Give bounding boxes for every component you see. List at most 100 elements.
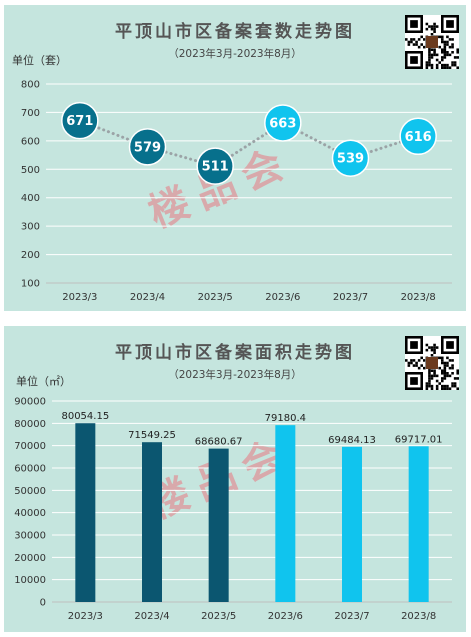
qr-module [448,53,452,57]
qr-module [405,359,408,362]
qr-module [446,63,449,67]
qr-module [446,387,449,390]
qr-module [428,377,431,380]
qr-module [448,374,452,378]
line-chart: 100 200 300 400 500 600 700 800 671 2023/3 579 2023… [21,80,452,303]
qr-module [446,374,449,378]
qr-module [423,359,426,362]
qr-module [433,22,436,26]
qr-module [428,346,431,349]
qr-module [407,361,411,365]
qr-module [410,38,413,41]
qr-module [420,356,423,360]
qr-module [451,366,454,370]
qr-module [430,387,434,390]
qr-code-pattern [405,336,459,390]
qr-module [441,56,444,59]
qr-module [412,359,416,362]
qr-module [443,377,447,380]
x-tick-label: 2023/5 [198,292,233,303]
qr-module [438,61,441,64]
bar [408,446,429,602]
x-tick-label: 2023/3 [62,292,97,303]
qr-module [435,58,439,62]
qr-module [443,366,447,370]
qr-module [433,369,436,372]
x-tick-label: 2023/6 [268,611,303,622]
data-point-marker [128,128,167,166]
qr-module [456,369,459,372]
y-tick-label: 800 [21,80,40,91]
qr-module [443,51,447,54]
qr-module [441,38,444,41]
qr-module [425,343,429,347]
qr-module [441,58,444,62]
qr-module [448,366,452,370]
qr-module [425,66,429,69]
data-label: 69484.13 [328,435,376,446]
qr-module [425,384,429,388]
qr-module [433,343,436,347]
qr-module [456,48,459,51]
y-tick-label: 700 [21,108,40,119]
x-tick-label: 2023/8 [401,292,436,303]
qr-module [425,61,429,64]
y-tick-label: 90000 [14,397,46,408]
qr-module [435,387,439,390]
qr-finder [410,56,418,64]
qr-module [443,369,447,372]
qr-module [435,379,439,383]
qr-module [425,348,429,352]
qr-center-logo [426,357,438,369]
data-label: 663 [269,116,296,131]
qr-module [428,382,431,385]
qr-module [453,56,457,59]
qr-module [441,63,444,67]
qr-module [446,35,449,39]
qr-module [435,346,439,349]
y-tick-label: 80000 [14,419,46,430]
qr-module [443,63,447,67]
y-tick-label: 500 [21,165,40,176]
qr-module [430,374,434,378]
qr-module [438,382,441,385]
qr-module [428,374,431,378]
qr-module [433,351,436,354]
data-label: 671 [66,114,93,129]
qr-module [456,56,459,59]
y-tick-label: 0 [40,598,46,609]
qr-module [423,38,426,41]
qr-module [428,53,431,57]
qr-module [441,387,444,390]
qr-module [446,361,449,365]
qr-module [433,27,436,31]
y-tick-label: 100 [21,279,40,290]
data-point-marker [61,101,99,140]
qr-module [407,364,411,367]
qr-module [438,45,441,49]
qr-module [448,387,452,390]
qr-module [448,359,452,362]
qr-module [430,48,434,51]
qr-module [428,63,431,67]
qr-module [446,43,449,46]
qr-module [433,25,436,28]
qr-module [453,377,457,380]
qr-module [430,346,434,349]
qr-module [456,372,459,375]
qr-module [430,27,434,31]
qr-module [451,45,454,49]
qr-module [451,359,454,362]
qr-module [441,48,444,51]
chart-panel-area: 平顶山市区备案面积走势图 （2023年3月-2023年8月） 单位（㎡） 楼品会… [4,326,466,632]
qr-module [438,356,441,360]
qr-module [446,364,449,367]
qr-module [435,384,439,388]
y-tick-label: 300 [21,222,40,233]
qr-module [448,66,452,69]
x-tick-label: 2023/6 [265,292,300,303]
qr-module [430,354,434,357]
qr-module [410,40,413,44]
qr-module [430,377,434,380]
qr-module [456,377,459,380]
